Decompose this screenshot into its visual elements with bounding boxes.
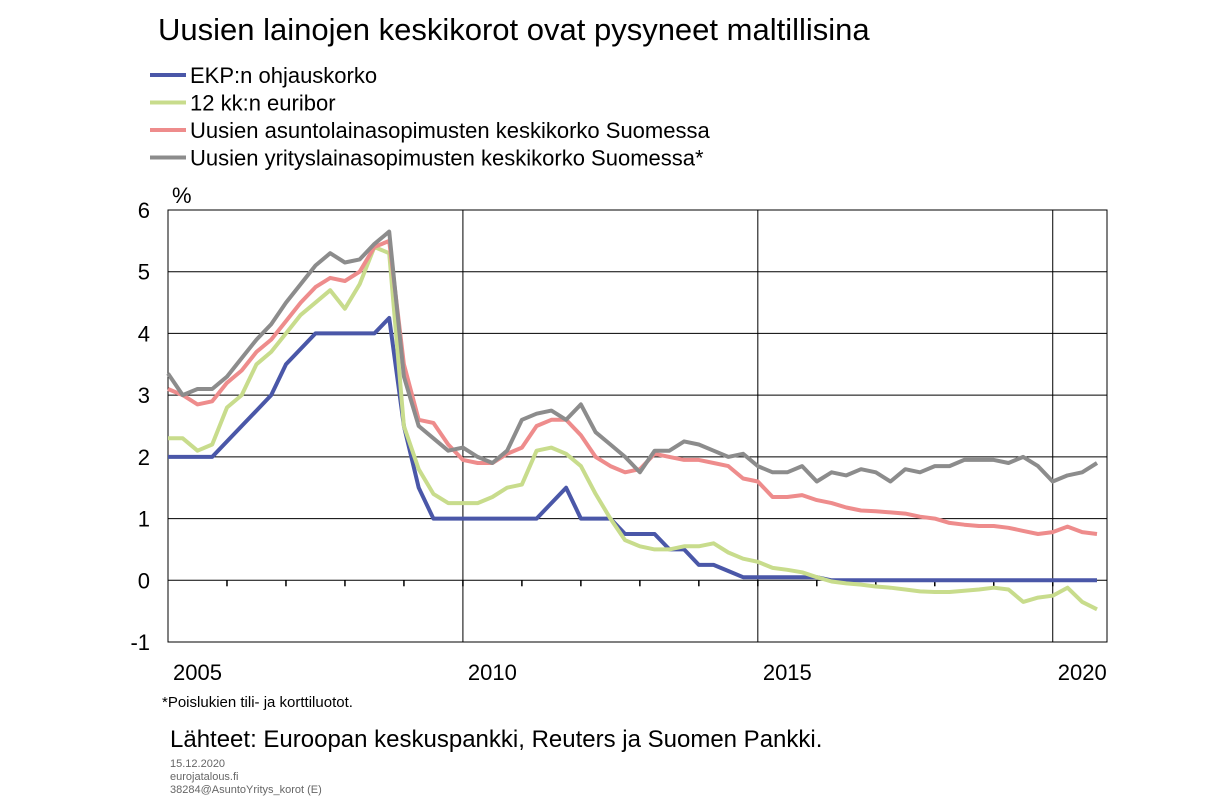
legend-label: Uusien yrityslainasopimusten keskikorko … [190,146,704,171]
legend-label: Uusien asuntolainasopimusten keskikorko … [190,118,710,143]
y-unit: % [172,183,192,208]
y-tick-label: 0 [138,568,150,593]
x-tick-label: 2005 [173,660,222,685]
chart-title: Uusien lainojen keskikorot ovat pysyneet… [158,12,870,47]
x-tick-label: 2020 [1058,660,1107,685]
series-line [168,316,1097,583]
y-tick-label: 4 [138,321,150,346]
series-line [167,238,1098,536]
y-tick-label: 2 [138,445,150,470]
y-tick-label: 6 [138,198,150,223]
source: Lähteet: Euroopan keskuspankki, Reuters … [170,726,822,753]
stamp: 15.12.2020 [170,758,225,770]
footnote: *Poislukien tili- ja korttiluotot. [162,694,353,711]
series-line [168,245,1098,612]
y-tick-label: 5 [138,260,150,285]
y-tick-label: 1 [138,507,150,532]
y-tick-label: 3 [138,383,150,408]
stamp: eurojatalous.fi [170,771,239,783]
stamp: 38284@AsuntoYritys_korot (E) [170,784,322,796]
legend-label: 12 kk:n euribor [190,91,336,116]
plot-frame [167,209,1108,643]
series-line [166,229,1099,484]
x-tick-label: 2010 [468,660,517,685]
y-tick-label: -1 [130,630,150,655]
x-tick-label: 2015 [763,660,812,685]
legend-label: EKP:n ohjauskorko [190,63,377,88]
